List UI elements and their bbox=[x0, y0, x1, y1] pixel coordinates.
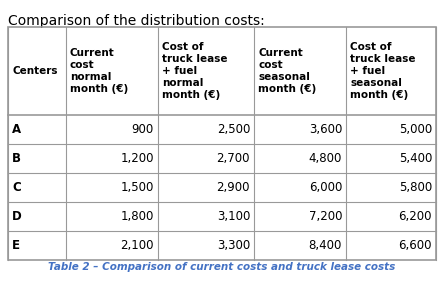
Text: 2,500: 2,500 bbox=[217, 123, 250, 136]
Text: Table 2 – Comparison of current costs and truck lease costs: Table 2 – Comparison of current costs an… bbox=[48, 262, 396, 272]
Text: C: C bbox=[12, 181, 21, 194]
Text: 5,800: 5,800 bbox=[399, 181, 432, 194]
Text: 2,100: 2,100 bbox=[120, 239, 154, 252]
Text: 900: 900 bbox=[131, 123, 154, 136]
Text: E: E bbox=[12, 239, 20, 252]
Text: 2,900: 2,900 bbox=[217, 181, 250, 194]
Text: Current
cost
normal
month (€): Current cost normal month (€) bbox=[70, 48, 128, 94]
Text: 7,200: 7,200 bbox=[309, 210, 342, 223]
Text: 6,600: 6,600 bbox=[399, 239, 432, 252]
Text: Cost of
truck lease
+ fuel
seasonal
month (€): Cost of truck lease + fuel seasonal mont… bbox=[350, 42, 416, 100]
Text: 6,000: 6,000 bbox=[309, 181, 342, 194]
Text: 1,200: 1,200 bbox=[120, 152, 154, 165]
Text: Comparison of the distribution costs:: Comparison of the distribution costs: bbox=[8, 14, 265, 28]
Text: 5,000: 5,000 bbox=[399, 123, 432, 136]
Bar bbox=[8, 27, 436, 260]
Text: 6,200: 6,200 bbox=[399, 210, 432, 223]
Text: B: B bbox=[12, 152, 21, 165]
Text: 3,100: 3,100 bbox=[217, 210, 250, 223]
Text: Centers: Centers bbox=[12, 66, 58, 76]
Text: 2,700: 2,700 bbox=[217, 152, 250, 165]
Text: Cost of
truck lease
+ fuel
normal
month (€): Cost of truck lease + fuel normal month … bbox=[162, 42, 227, 100]
Text: 1,800: 1,800 bbox=[120, 210, 154, 223]
Text: D: D bbox=[12, 210, 22, 223]
Text: Current
cost
seasonal
month (€): Current cost seasonal month (€) bbox=[258, 48, 316, 94]
Text: A: A bbox=[12, 123, 21, 136]
Text: 1,500: 1,500 bbox=[120, 181, 154, 194]
Bar bbox=[8, 27, 436, 260]
Text: 8,400: 8,400 bbox=[309, 239, 342, 252]
Text: 3,600: 3,600 bbox=[309, 123, 342, 136]
Text: 5,400: 5,400 bbox=[399, 152, 432, 165]
Text: 3,300: 3,300 bbox=[217, 239, 250, 252]
Text: 4,800: 4,800 bbox=[309, 152, 342, 165]
